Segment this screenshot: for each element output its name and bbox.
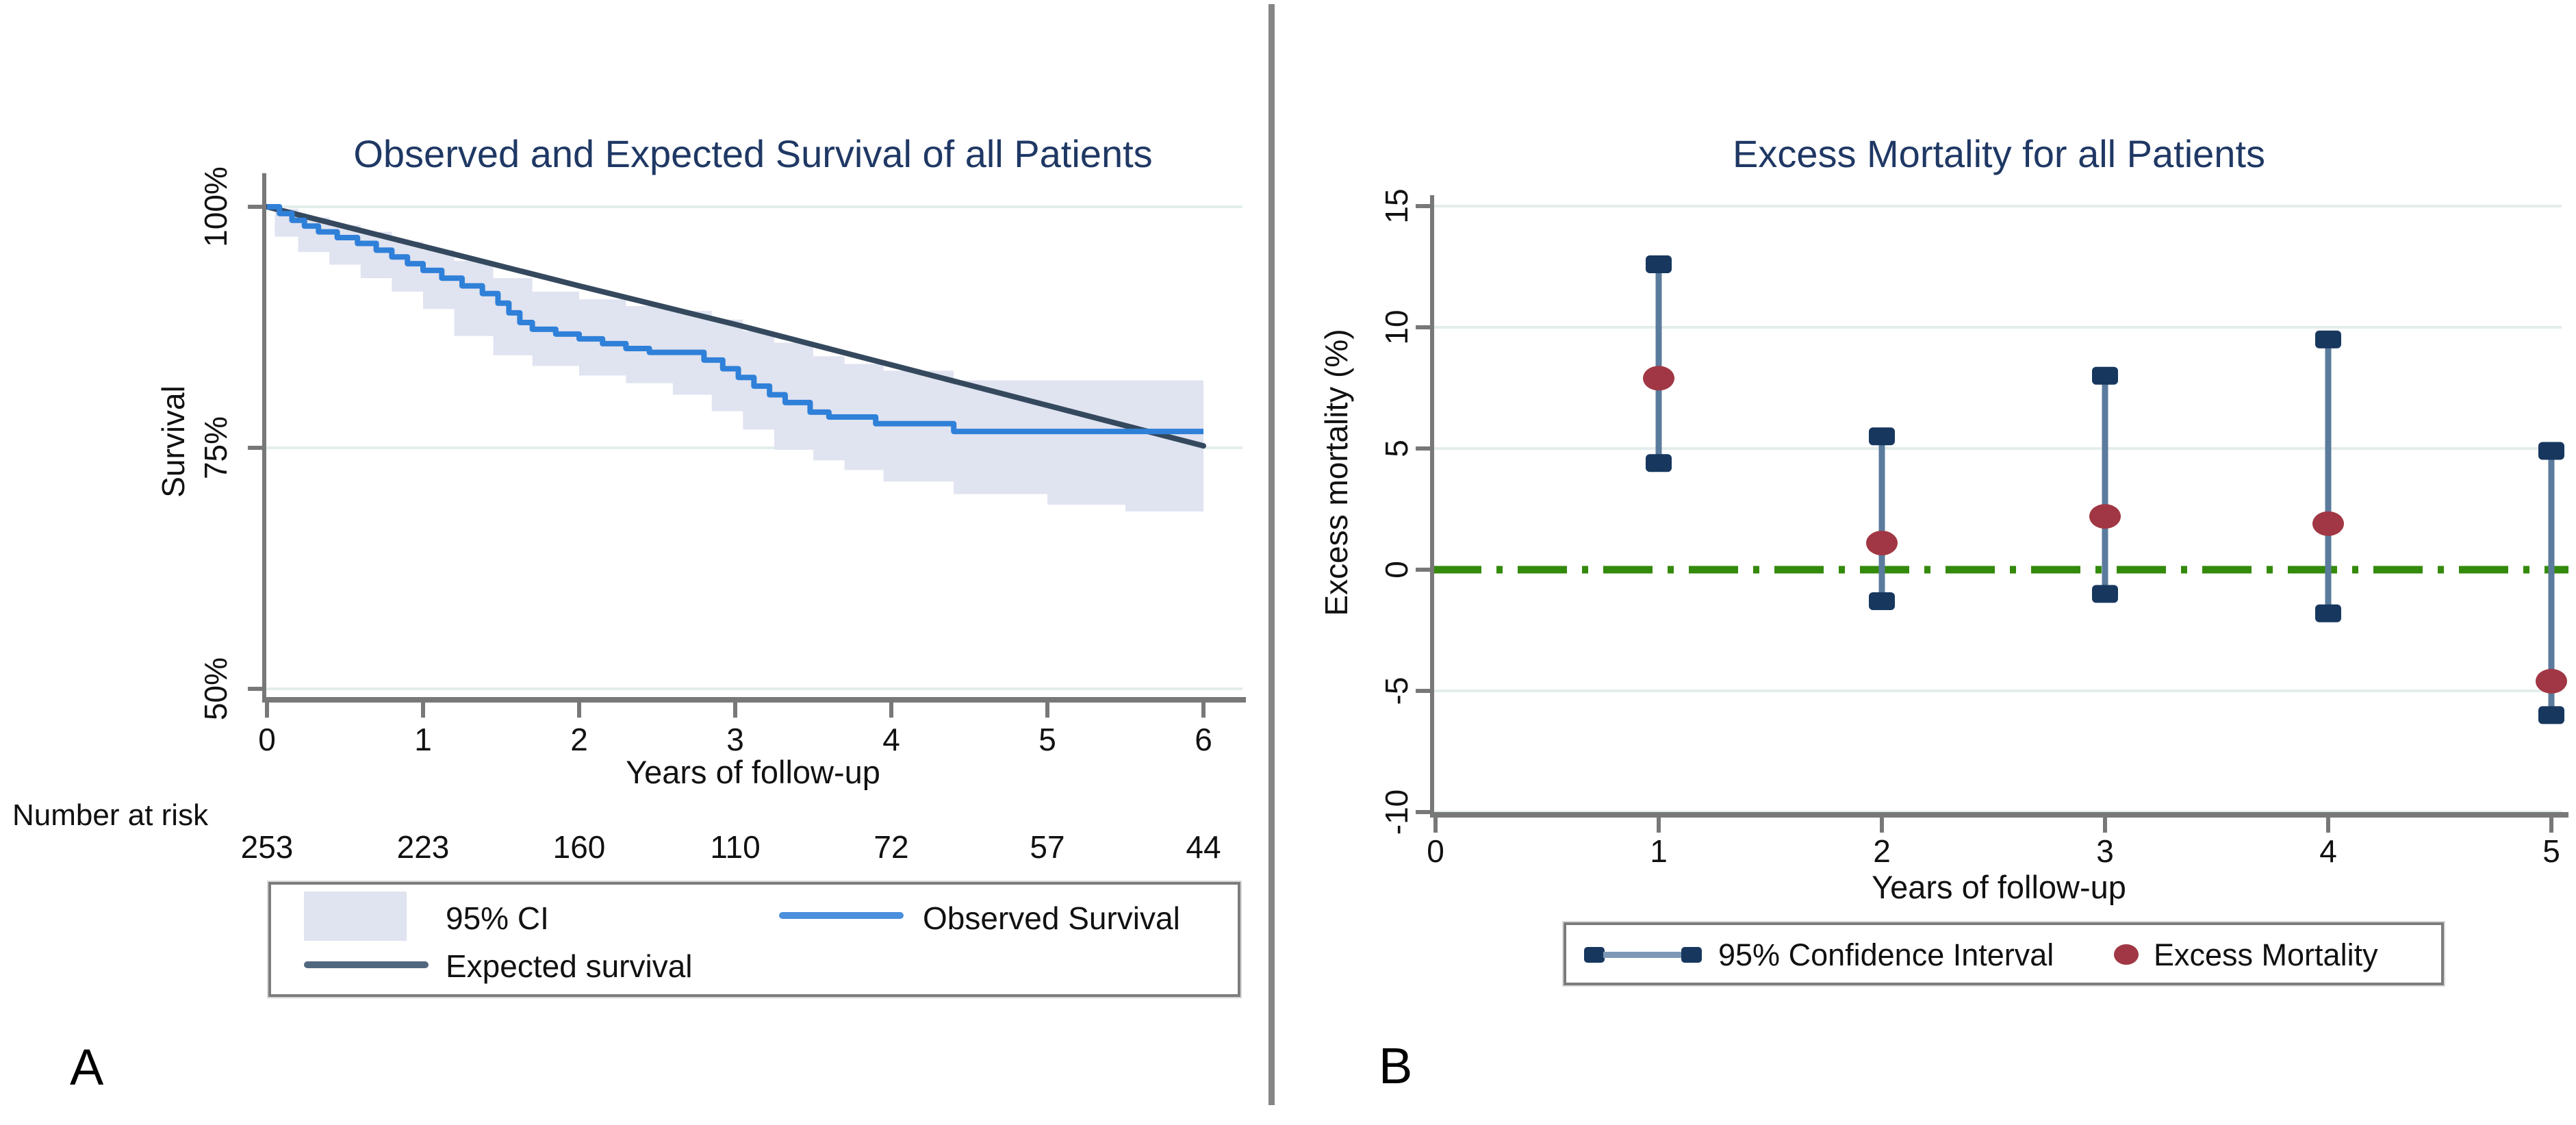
ci-cap-low-year-5 bbox=[2538, 706, 2564, 724]
panel-a-letter: A bbox=[70, 1039, 104, 1096]
y-tick-label--10: -10 bbox=[1379, 789, 1414, 835]
panel-a-title: Observed and Expected Survival of all Pa… bbox=[353, 132, 1153, 175]
x-tick-label-3: 3 bbox=[2096, 833, 2114, 869]
y-tick-label-5: 5 bbox=[1379, 440, 1414, 457]
ci-cap-right-swatch bbox=[1681, 947, 1702, 963]
legend-label-expected: Expected survival bbox=[446, 948, 693, 984]
ci-band-swatch bbox=[304, 892, 407, 941]
x-tick-label-2: 2 bbox=[570, 722, 588, 757]
y-tick-label-75: 75% bbox=[198, 416, 233, 480]
risk-count-year-1: 223 bbox=[396, 829, 450, 865]
risk-count-year-0: 253 bbox=[240, 829, 294, 865]
excess-mortality-dot-year-4 bbox=[2312, 511, 2344, 536]
excess-mortality-dot-year-1 bbox=[1643, 366, 1674, 391]
x-tick-label-3: 3 bbox=[726, 722, 744, 757]
number-at-risk-label: Number at risk bbox=[12, 798, 209, 832]
x-tick-label-4: 4 bbox=[2319, 833, 2337, 869]
ci-whisker-swatch bbox=[1603, 952, 1684, 958]
excess-mortality-dot-year-2 bbox=[1866, 531, 1898, 556]
expected-line-swatch bbox=[304, 961, 429, 968]
x-tick-label-5: 5 bbox=[1038, 722, 1056, 757]
x-tick-label-4: 4 bbox=[882, 722, 900, 757]
ci-cap-high-year-1 bbox=[1646, 255, 1672, 273]
ci-cap-high-year-2 bbox=[1869, 427, 1895, 446]
ci-cap-high-year-3 bbox=[2092, 366, 2118, 385]
y-tick-label-100: 100% bbox=[198, 166, 233, 247]
ci-cap-left-swatch bbox=[1584, 947, 1605, 963]
ci-band bbox=[275, 208, 1203, 511]
panel-a-x-axis-title: Years of follow-up bbox=[626, 754, 880, 790]
y-tick-label--5: -5 bbox=[1379, 677, 1414, 705]
panel-b-legend: 95% Confidence Interval Excess Mortality bbox=[1564, 922, 2444, 985]
survival-plot bbox=[248, 173, 1246, 718]
excess-mortality-dot-year-5 bbox=[2536, 668, 2567, 694]
y-tick-label-0: 0 bbox=[1379, 561, 1414, 579]
panel-a-legend: 95% CI Observed Survival Expected surviv… bbox=[268, 882, 1240, 997]
x-tick-label-0: 0 bbox=[1427, 833, 1444, 869]
panel-a-y-axis-title: Survival bbox=[155, 385, 191, 498]
panel-b-title: Excess Mortality for all Patients bbox=[1732, 132, 2266, 175]
x-tick-label-1: 1 bbox=[414, 722, 432, 757]
y-tick-label-10: 10 bbox=[1379, 309, 1414, 345]
legend-label-observed: Observed Survival bbox=[923, 900, 1180, 936]
y-tick-label-50: 50% bbox=[198, 657, 233, 721]
expected-survival-line bbox=[264, 204, 1206, 449]
risk-count-year-2: 160 bbox=[552, 829, 606, 865]
ci-cap-low-year-2 bbox=[1869, 592, 1895, 611]
x-tick-label-6: 6 bbox=[1195, 722, 1212, 757]
ci-cap-low-year-1 bbox=[1646, 454, 1672, 472]
ci-cap-low-year-3 bbox=[2092, 585, 2118, 603]
legend-label-excess-mortality: Excess Mortality bbox=[2154, 937, 2378, 972]
panel-divider bbox=[1268, 4, 1275, 1105]
excess-mortality-dot-swatch bbox=[2114, 944, 2139, 965]
risk-count-year-3: 110 bbox=[710, 829, 761, 865]
x-tick-label-1: 1 bbox=[1650, 833, 1668, 869]
observed-line-swatch bbox=[779, 912, 904, 919]
excess-mortality-dot-year-3 bbox=[2089, 504, 2121, 529]
risk-count-year-6: 44 bbox=[1186, 829, 1221, 865]
y-tick-label-15: 15 bbox=[1379, 188, 1414, 224]
risk-count-year-4: 72 bbox=[873, 829, 909, 865]
panel-b-letter: B bbox=[1379, 1037, 1413, 1094]
ci-cap-high-year-4 bbox=[2315, 330, 2341, 349]
panel-b-y-axis-title: Excess mortality (%) bbox=[1318, 329, 1354, 616]
legend-label-ci: 95% CI bbox=[446, 900, 549, 936]
ci-cap-low-year-4 bbox=[2315, 604, 2341, 622]
x-tick-label-0: 0 bbox=[258, 722, 276, 757]
observed-survival-line bbox=[267, 204, 1203, 435]
ci-cap-high-year-5 bbox=[2538, 442, 2564, 460]
legend-label-ci-interval: 95% Confidence Interval bbox=[1718, 937, 2054, 972]
excess-mortality-plot bbox=[1416, 195, 2568, 833]
x-tick-label-5: 5 bbox=[2542, 833, 2560, 869]
panel-b-x-axis-title: Years of follow-up bbox=[1872, 869, 2126, 905]
x-tick-label-2: 2 bbox=[1873, 833, 1891, 869]
risk-count-year-5: 57 bbox=[1030, 829, 1065, 865]
